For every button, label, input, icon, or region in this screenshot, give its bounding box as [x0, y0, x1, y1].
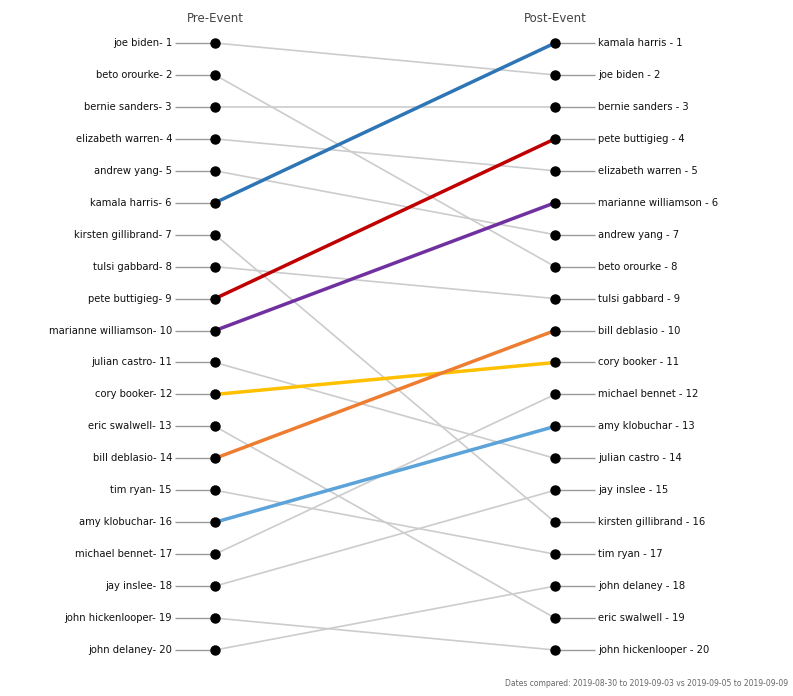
Text: kamala harris - 1: kamala harris - 1 — [598, 38, 683, 48]
Text: elizabeth warren - 5: elizabeth warren - 5 — [598, 166, 698, 176]
Text: amy klobuchar - 13: amy klobuchar - 13 — [598, 421, 695, 432]
Text: marianne williamson- 10: marianne williamson- 10 — [48, 326, 172, 335]
Text: john hickenlooper- 19: john hickenlooper- 19 — [64, 613, 172, 623]
Text: john hickenlooper - 20: john hickenlooper - 20 — [598, 645, 709, 655]
Text: Dates compared: 2019-08-30 to 2019-09-03 vs 2019-09-05 to 2019-09-09: Dates compared: 2019-08-30 to 2019-09-03… — [505, 679, 788, 688]
Text: jay inslee - 15: jay inslee - 15 — [598, 485, 668, 496]
Text: bill deblasio- 14: bill deblasio- 14 — [93, 453, 172, 464]
Text: andrew yang - 7: andrew yang - 7 — [598, 230, 679, 239]
Text: joe biden - 2: joe biden - 2 — [598, 70, 661, 80]
Text: Post-Event: Post-Event — [523, 12, 587, 25]
Text: john delaney- 20: john delaney- 20 — [88, 645, 172, 655]
Text: cory booker - 11: cory booker - 11 — [598, 358, 679, 367]
Text: pete buttigieg- 9: pete buttigieg- 9 — [88, 294, 172, 303]
Text: jay inslee- 18: jay inslee- 18 — [105, 581, 172, 591]
Text: beto orourke- 2: beto orourke- 2 — [96, 70, 172, 80]
Text: tim ryan - 17: tim ryan - 17 — [598, 549, 663, 559]
Text: cory booker- 12: cory booker- 12 — [94, 390, 172, 400]
Text: bernie sanders - 3: bernie sanders - 3 — [598, 102, 688, 112]
Text: michael bennet - 12: michael bennet - 12 — [598, 390, 699, 400]
Text: eric swalwell - 19: eric swalwell - 19 — [598, 613, 684, 623]
Text: Pre-Event: Pre-Event — [186, 12, 243, 25]
Text: amy klobuchar- 16: amy klobuchar- 16 — [79, 517, 172, 527]
Text: eric swalwell- 13: eric swalwell- 13 — [89, 421, 172, 432]
Text: john delaney - 18: john delaney - 18 — [598, 581, 685, 591]
Text: kamala harris- 6: kamala harris- 6 — [90, 198, 172, 207]
Text: julian castro- 11: julian castro- 11 — [91, 358, 172, 367]
Text: kirsten gillibrand - 16: kirsten gillibrand - 16 — [598, 517, 705, 527]
Text: tim ryan- 15: tim ryan- 15 — [110, 485, 172, 496]
Text: elizabeth warren- 4: elizabeth warren- 4 — [75, 134, 172, 144]
Text: joe biden- 1: joe biden- 1 — [113, 38, 172, 48]
Text: bernie sanders- 3: bernie sanders- 3 — [85, 102, 172, 112]
Text: michael bennet- 17: michael bennet- 17 — [75, 549, 172, 559]
Text: tulsi gabbard - 9: tulsi gabbard - 9 — [598, 294, 680, 303]
Text: beto orourke - 8: beto orourke - 8 — [598, 262, 677, 271]
Text: kirsten gillibrand- 7: kirsten gillibrand- 7 — [75, 230, 172, 239]
Text: julian castro - 14: julian castro - 14 — [598, 453, 682, 464]
Text: bill deblasio - 10: bill deblasio - 10 — [598, 326, 680, 335]
Text: andrew yang- 5: andrew yang- 5 — [94, 166, 172, 176]
Text: marianne williamson - 6: marianne williamson - 6 — [598, 198, 718, 207]
Text: tulsi gabbard- 8: tulsi gabbard- 8 — [93, 262, 172, 271]
Text: pete buttigieg - 4: pete buttigieg - 4 — [598, 134, 684, 144]
